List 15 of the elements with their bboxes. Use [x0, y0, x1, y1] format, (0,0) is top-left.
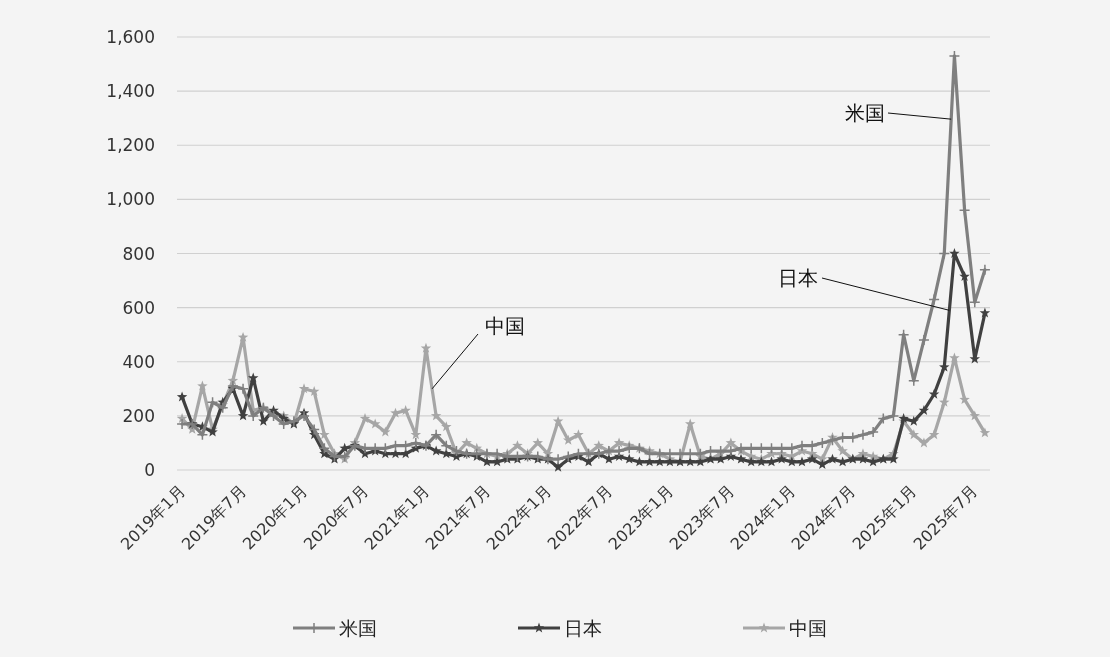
legend-label: 中国 — [789, 617, 827, 639]
y-tick-label: 0 — [144, 460, 155, 480]
y-tick-label: 800 — [122, 243, 155, 264]
y-tick-label: 1,000 — [106, 189, 155, 210]
y-tick-label: 200 — [122, 405, 155, 426]
y-tick-label: 1,400 — [106, 81, 155, 102]
y-tick-label: 600 — [122, 297, 155, 318]
text: 日本 — [778, 266, 818, 290]
y-tick-label: 400 — [122, 351, 155, 372]
legend-label: 米国 — [339, 617, 377, 639]
text: 米国 — [845, 101, 885, 125]
y-tick-label: 1,200 — [106, 135, 155, 156]
legend-label: 日本 — [564, 617, 602, 639]
text: 中国 — [485, 314, 525, 338]
y-tick-label: 1,600 — [106, 27, 155, 47]
